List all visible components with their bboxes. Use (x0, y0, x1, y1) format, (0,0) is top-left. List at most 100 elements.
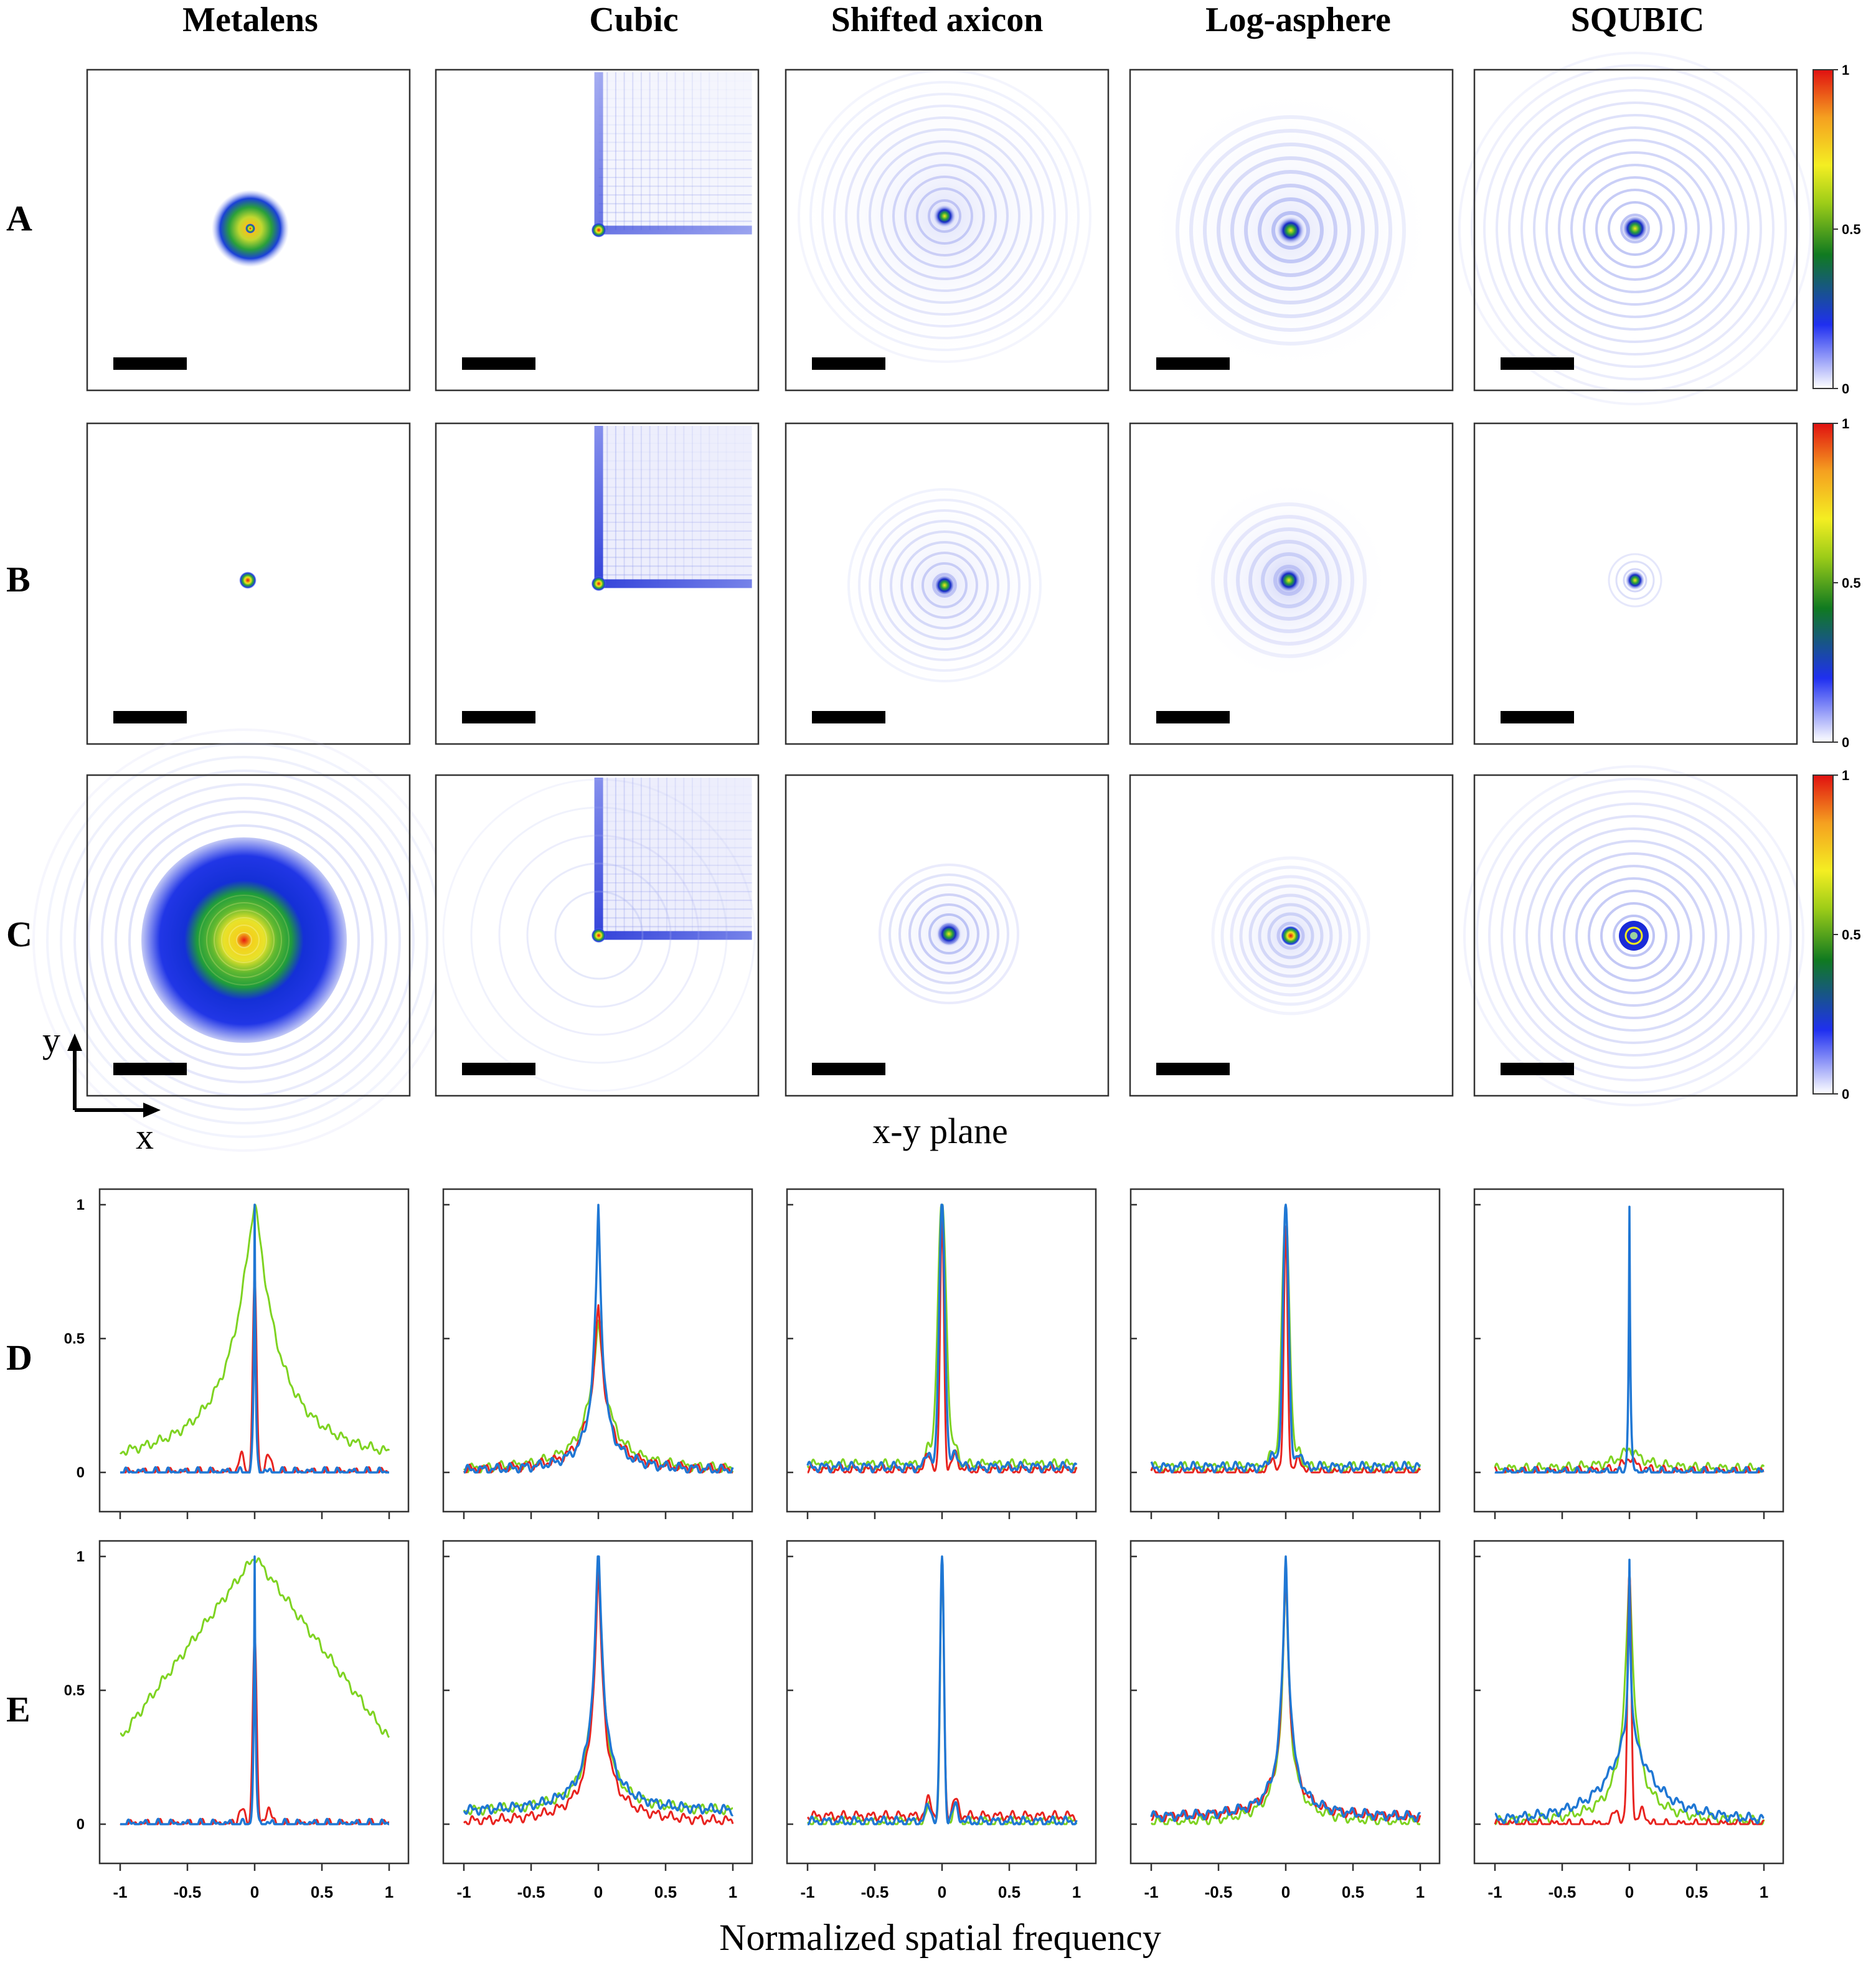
psf-panel-c-squbic (1463, 765, 1804, 1106)
x-tick-label: -0.5 (1205, 1883, 1233, 1901)
y-tick-label: 0 (77, 1464, 85, 1481)
scale-bar (812, 711, 885, 723)
x-tick-label: -0.5 (861, 1883, 889, 1901)
profile-plot-e-shifted-axicon: -1 -0.5 0 0.5 1 (786, 1540, 1097, 1901)
x-tick-label: 0 (250, 1883, 259, 1901)
y-tick-label: 1 (77, 1548, 85, 1565)
psf-panel-b-cubic (435, 422, 760, 745)
profile-plot-e-cubic: -1 -0.5 0 0.5 1 (442, 1540, 753, 1901)
row-label-a: A (6, 198, 32, 238)
profile-curve-blue (806, 1203, 1078, 1474)
colorbar-tick-label: 0.5 (1842, 927, 1861, 943)
scale-bar (1156, 1063, 1230, 1075)
row-label-e: E (6, 1689, 31, 1730)
scale-bar (812, 357, 885, 370)
psf-panel-b-shifted-axicon (785, 422, 1110, 745)
profile-curve-blue (1494, 1205, 1765, 1474)
colorbar-tick-label: 1 (1842, 768, 1849, 783)
x-tick-label: -0.5 (174, 1883, 202, 1901)
profile-curve-blue (120, 1203, 390, 1474)
profile-plot-e-squbic: -1 -0.5 0 0.5 1 (1473, 1540, 1784, 1901)
profile-curve-green (1494, 1447, 1765, 1474)
x-tick-label: 0.5 (654, 1883, 677, 1901)
profile-plot-d-log-asphere (1129, 1188, 1441, 1519)
scale-bar (113, 1063, 187, 1075)
psf-panel-a-cubic (435, 68, 760, 392)
scale-bar (1501, 711, 1574, 723)
psf-panel-c-metalens (32, 728, 456, 1152)
profile-plot-d-shifted-axicon (786, 1188, 1097, 1519)
colorbar-tick-label: 0 (1842, 735, 1849, 750)
profile-plot-e-log-asphere: -1 -0.5 0 0.5 1 (1129, 1540, 1441, 1901)
x-tick-label: 0 (938, 1883, 946, 1901)
psf-panel-c-cubic (435, 774, 760, 1097)
x-tick-label: -1 (800, 1883, 814, 1901)
scale-bar (1156, 357, 1230, 370)
psf-image-grid (32, 52, 1812, 1152)
axis-indicator-x-label: x (136, 1116, 154, 1157)
row-label-b: B (6, 559, 31, 600)
profile-curve-blue (1494, 1558, 1765, 1825)
scale-bar (462, 711, 535, 723)
colorbar-c: 10.50 (1812, 768, 1861, 1102)
psf-panel-a-metalens (86, 68, 411, 392)
profile-curve-blue (807, 1555, 1078, 1825)
x-axis-title: Normalized spatial frequency (719, 1917, 1161, 1958)
axis-indicator: y x (42, 1020, 161, 1157)
x-tick-label: -1 (1144, 1883, 1158, 1901)
colorbar-tick-label: 1 (1842, 416, 1849, 431)
psf-panel-a-log-asphere (1129, 68, 1454, 392)
colorbar-tick-label: 0.5 (1842, 575, 1861, 591)
psf-panel-a-shifted-axicon (785, 67, 1110, 392)
y-tick-label: 0 (77, 1816, 85, 1833)
x-tick-label: -1 (456, 1883, 471, 1901)
x-tick-label: 0.5 (1342, 1883, 1364, 1901)
profile-curve-blue (1150, 1555, 1421, 1823)
profile-plot-d-squbic (1473, 1188, 1784, 1519)
x-tick-label: 0 (1625, 1883, 1634, 1901)
x-tick-label: 0.5 (998, 1883, 1020, 1901)
profile-plot-d-metalens: 10.50 (64, 1188, 410, 1519)
scale-bar (462, 357, 535, 370)
profile-plot-d-cubic (442, 1188, 753, 1519)
y-tick-label: 0.5 (64, 1330, 85, 1347)
column-title-shifted-axicon: Shifted axicon (831, 1, 1044, 39)
scale-bar (1501, 1063, 1574, 1075)
x-tick-label: -1 (113, 1883, 127, 1901)
column-title-cubic: Cubic (589, 1, 678, 39)
psf-plane-caption: x-y plane (872, 1111, 1007, 1151)
x-tick-label: -1 (1487, 1883, 1502, 1901)
column-title-metalens: Metalens (182, 1, 318, 39)
x-tick-label: 1 (1416, 1883, 1425, 1901)
axis-indicator-y-label: y (42, 1020, 60, 1060)
colorbar-tick-label: 1 (1842, 62, 1849, 78)
psf-panel-b-squbic (1473, 422, 1798, 745)
scale-bar (462, 1063, 535, 1075)
y-tick-label: 1 (77, 1197, 85, 1213)
x-tick-label: 0 (1281, 1883, 1290, 1901)
profile-plot-e-metalens: 1 0.5 0 -1 -0.5 0 0.5 1 (64, 1540, 410, 1901)
row-label-c: C (6, 914, 32, 954)
scale-bar (1156, 711, 1230, 723)
colorbar-tick-label: 0 (1842, 1086, 1849, 1102)
psf-panel-c-shifted-axicon (785, 774, 1110, 1097)
profile-curve-blue (463, 1555, 734, 1817)
profile-curve-blue (463, 1203, 734, 1474)
profile-curve-blue (1150, 1203, 1421, 1474)
psf-panel-c-log-asphere (1129, 774, 1454, 1097)
psf-panel-b-metalens (86, 422, 411, 745)
psf-panel-b-log-asphere (1129, 422, 1454, 745)
x-tick-label: 0 (594, 1883, 603, 1901)
column-title-squbic: SQUBIC (1571, 1, 1705, 39)
colorbar-b: 10.50 (1812, 416, 1861, 750)
psf-panel-a-squbic (1458, 52, 1812, 405)
x-tick-label: 1 (1760, 1883, 1768, 1901)
x-tick-label: 1 (385, 1883, 394, 1901)
column-title-log-asphere: Log-asphere (1205, 1, 1391, 39)
colorbar-a: 10.50 (1812, 62, 1861, 397)
x-tick-label: 0.5 (1685, 1883, 1708, 1901)
x-tick-label: -0.5 (517, 1883, 545, 1901)
